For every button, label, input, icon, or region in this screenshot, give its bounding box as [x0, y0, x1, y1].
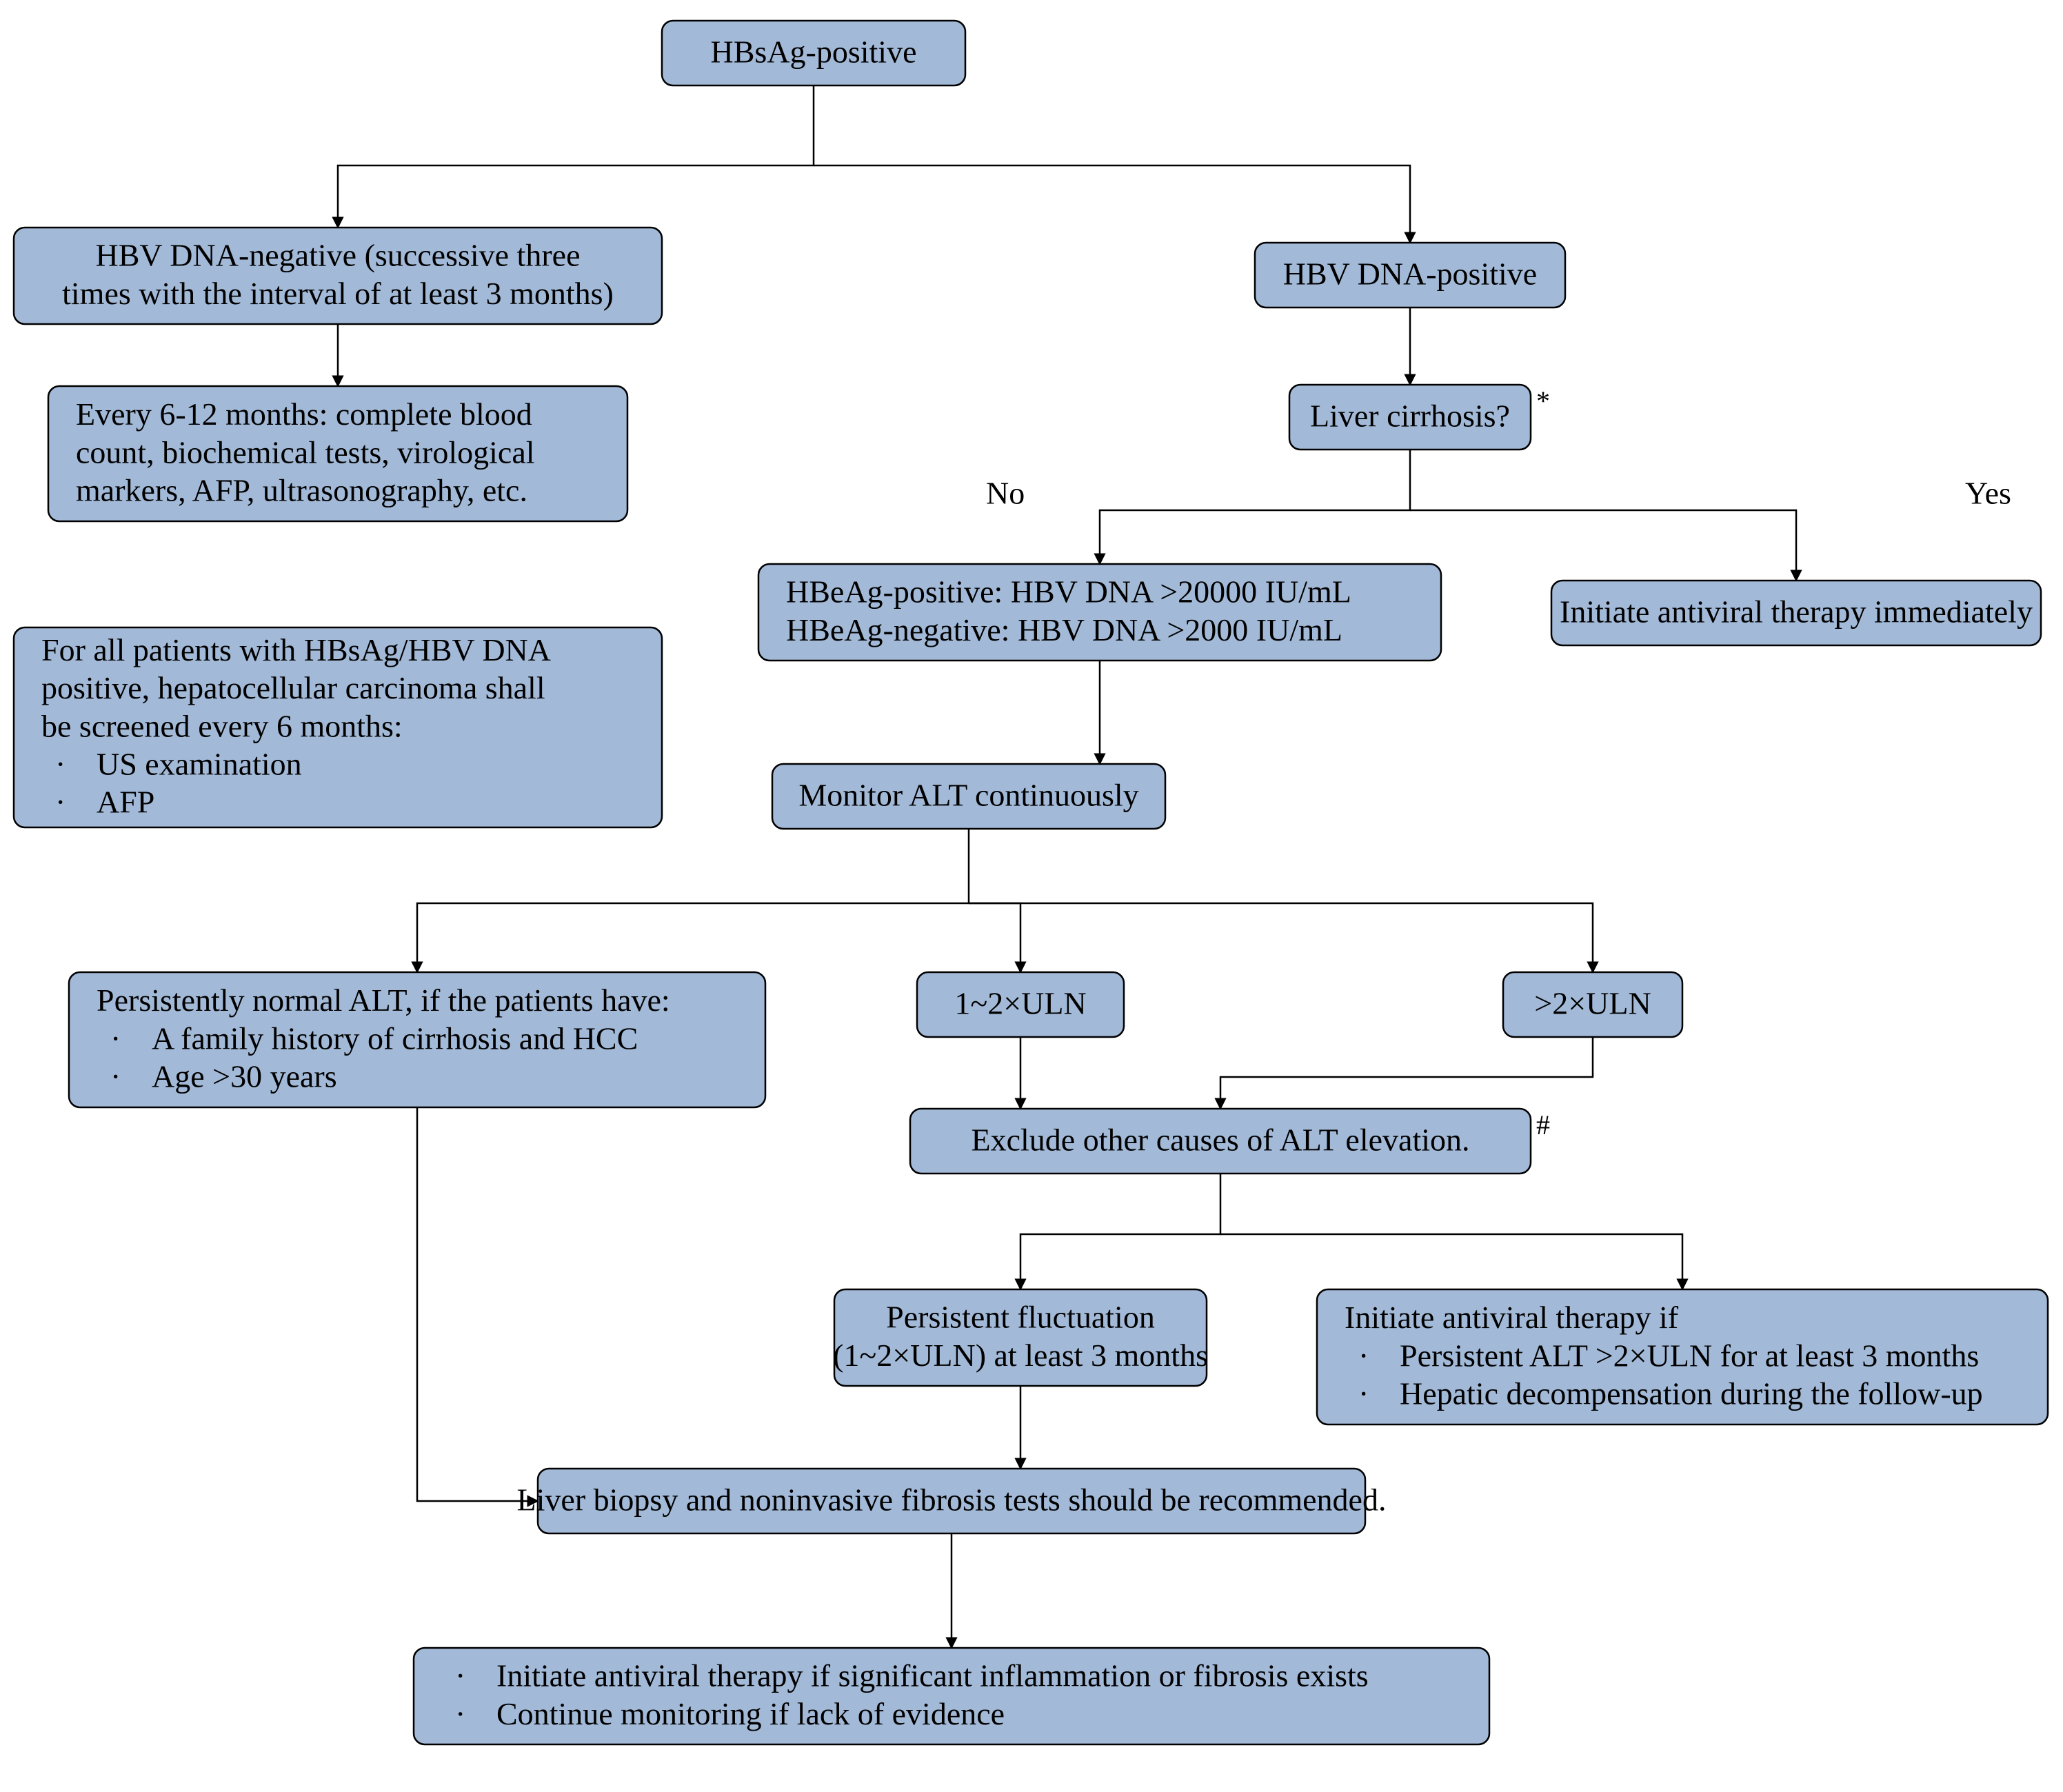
edge-label: Yes	[1965, 476, 2011, 511]
node-text: A family history of cirrhosis and HCC	[152, 1020, 638, 1056]
node-screen_note: For all patients with HBsAg/HBV DNAposit…	[14, 627, 662, 827]
nodes-layer: HBsAg-positive HBV DNA-negative (successi…	[14, 21, 2048, 1744]
bullet: ·	[110, 1020, 121, 1056]
node-biopsy: Liver biopsy and noninvasive fibrosis te…	[517, 1469, 1387, 1533]
bullet: ·	[110, 1059, 121, 1094]
node-text: HBV DNA-positive	[1283, 256, 1537, 291]
node-text: HBeAg-negative: HBV DNA >2000 IU/mL	[786, 612, 1342, 647]
bullet: ·	[55, 785, 66, 820]
node-dna_pos: HBV DNA-positive	[1255, 243, 1565, 308]
node-text: Hepatic decompensation during the follow…	[1400, 1376, 1983, 1411]
node-text: Initiate antiviral therapy immediately	[1560, 594, 2033, 629]
node-text: times with the interval of at least 3 mo…	[62, 276, 614, 311]
node-text: (1~2×ULN) at least 3 months	[833, 1338, 1208, 1373]
node-text: count, biochemical tests, virological	[76, 434, 535, 470]
node-text: Exclude other causes of ALT elevation.	[971, 1122, 1469, 1157]
node-text: Liver cirrhosis?	[1310, 398, 1510, 433]
node-text: be screened every 6 months:	[41, 708, 403, 743]
node-final: Initiate antiviral therapy if significan…	[414, 1648, 1489, 1744]
node-text: Age >30 years	[152, 1059, 337, 1094]
node-monitor_neg: Every 6-12 months: complete bloodcount, …	[48, 386, 627, 521]
node-start: HBsAg-positive	[662, 21, 965, 85]
node-text: US examination	[97, 747, 302, 782]
node-uln_gt2: >2×ULN	[1503, 972, 1682, 1037]
node-text: Monitor ALT continuously	[798, 777, 1138, 812]
node-text: Every 6-12 months: complete blood	[76, 396, 532, 432]
node-sup: *	[1536, 385, 1550, 416]
node-text: >2×ULN	[1534, 985, 1651, 1020]
node-text: markers, AFP, ultrasonography, etc.	[76, 473, 527, 508]
node-text: Persistent ALT >2×ULN for at least 3 mon…	[1400, 1338, 1979, 1373]
node-text: Persistently normal ALT, if the patients…	[97, 983, 670, 1018]
bullet: ·	[1358, 1376, 1369, 1411]
node-init_if: Initiate antiviral therapy ifPersistent …	[1317, 1289, 2048, 1424]
node-text: Liver biopsy and noninvasive fibrosis te…	[517, 1482, 1387, 1517]
node-uln_12: 1~2×ULN	[917, 972, 1124, 1037]
node-text: HBeAg-positive: HBV DNA >20000 IU/mL	[786, 574, 1351, 610]
node-text: 1~2×ULN	[954, 985, 1086, 1020]
node-persist_fluct: Persistent fluctuation(1~2×ULN) at least…	[833, 1289, 1208, 1386]
node-text: Initiate antiviral therapy if	[1345, 1300, 1679, 1335]
node-text: Continue monitoring if lack of evidence	[496, 1696, 1005, 1731]
bullet: ·	[455, 1658, 465, 1693]
node-exclude: Exclude other causes of ALT elevation. #	[910, 1109, 1550, 1174]
node-text: positive, hepatocellular carcinoma shall	[41, 670, 545, 705]
node-text: Persistent fluctuation	[886, 1300, 1155, 1335]
node-text: AFP	[97, 785, 154, 820]
node-sup: #	[1536, 1109, 1550, 1140]
bullet: ·	[55, 747, 66, 782]
bullet: ·	[455, 1696, 465, 1731]
node-text: HBsAg-positive	[711, 34, 917, 69]
node-text: HBV DNA-negative (successive three	[96, 238, 581, 273]
node-dna_neg: HBV DNA-negative (successive threetimes …	[14, 228, 662, 324]
node-text: Initiate antiviral therapy if significan…	[496, 1658, 1369, 1693]
bullet: ·	[1358, 1338, 1369, 1373]
edge-label: No	[986, 476, 1025, 511]
node-cirrhosis: Liver cirrhosis? *	[1289, 385, 1550, 450]
node-text: For all patients with HBsAg/HBV DNA	[41, 632, 551, 667]
node-init_immediate: Initiate antiviral therapy immediately	[1551, 581, 2041, 645]
node-thresholds: HBeAg-positive: HBV DNA >20000 IU/mLHBeA…	[758, 564, 1441, 661]
node-monitor_alt: Monitor ALT continuously	[772, 764, 1165, 829]
node-normal_alt: Persistently normal ALT, if the patients…	[69, 972, 765, 1107]
